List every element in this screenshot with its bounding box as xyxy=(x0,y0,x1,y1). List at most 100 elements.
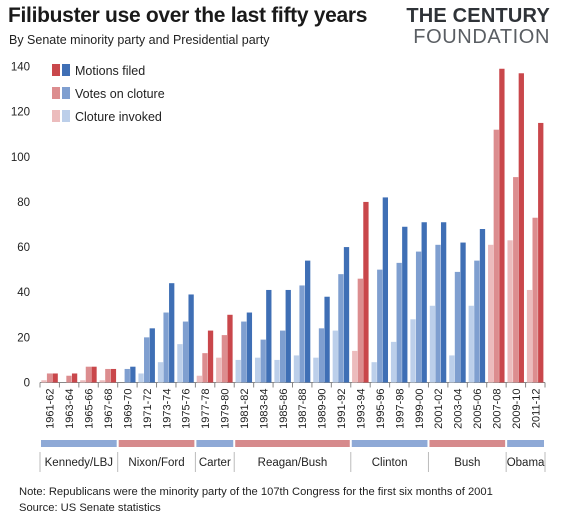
x-tick-label: 1991-92 xyxy=(336,389,348,429)
president-band xyxy=(118,440,195,447)
x-tick-label: 1995-96 xyxy=(375,389,387,429)
x-tick-label: 1983-84 xyxy=(258,389,270,429)
president-band xyxy=(351,440,428,447)
president-band xyxy=(429,440,506,447)
bar-cloture-invoked xyxy=(177,344,183,383)
president-band xyxy=(41,440,117,447)
legend-swatch-democrat xyxy=(62,87,70,99)
bar-votes-on-cloture xyxy=(144,337,150,383)
bar-cloture-invoked xyxy=(468,305,474,383)
bar-motions-filed xyxy=(440,222,447,383)
president-band xyxy=(235,440,350,447)
x-tick-label: 2003-04 xyxy=(453,389,465,429)
bar-cloture-invoked xyxy=(138,373,144,383)
president-label: Kennedy/LBJ xyxy=(45,457,113,469)
x-tick-label: 1997-98 xyxy=(394,389,406,429)
bar-votes-on-cloture xyxy=(105,368,111,383)
legend-swatch-republican xyxy=(52,110,60,122)
bar-cloture-invoked xyxy=(80,380,86,383)
legend-label: Cloture invoked xyxy=(75,110,162,124)
bar-motions-filed xyxy=(130,366,136,383)
bar-votes-on-cloture xyxy=(318,328,325,383)
bar-votes-on-cloture xyxy=(454,271,461,383)
x-tick-label: 1981-82 xyxy=(239,389,251,429)
legend-label: Votes on cloture xyxy=(75,87,165,101)
chart-title: Filibuster use over the last fifty years xyxy=(8,4,368,27)
bar-votes-on-cloture xyxy=(415,251,422,383)
bar-votes-on-cloture xyxy=(124,368,130,383)
chart-subtitle: By Senate minority party and Presidentia… xyxy=(9,33,270,47)
x-tick-label: 1971-72 xyxy=(142,389,154,429)
president-band xyxy=(507,440,544,447)
bar-votes-on-cloture xyxy=(299,285,305,383)
president-label: Carter xyxy=(199,457,231,469)
bar-motions-filed xyxy=(402,226,408,383)
bar-motions-filed xyxy=(460,242,466,383)
bar-motions-filed xyxy=(538,122,544,383)
bar-motions-filed xyxy=(188,294,194,383)
bar-votes-on-cloture xyxy=(513,177,519,383)
bar-motions-filed xyxy=(169,283,175,383)
bar-votes-on-cloture xyxy=(182,321,189,383)
y-tick-label: 40 xyxy=(17,287,30,299)
bar-motions-filed xyxy=(518,73,524,383)
x-tick-label: 1999-00 xyxy=(414,389,426,429)
bar-votes-on-cloture xyxy=(396,262,402,383)
legend-swatch-republican xyxy=(52,64,60,76)
y-tick-label: 120 xyxy=(11,107,30,119)
bar-cloture-invoked xyxy=(313,357,319,383)
bar-motions-filed xyxy=(246,312,253,383)
legend-swatch-republican xyxy=(52,87,60,99)
bar-motions-filed xyxy=(305,260,311,383)
bar-cloture-invoked xyxy=(371,362,377,383)
bar-motions-filed xyxy=(382,197,389,383)
president-band xyxy=(196,440,234,447)
y-tick-label: 0 xyxy=(24,378,30,390)
logo-line-1: THE CENTURY xyxy=(406,5,550,27)
filibuster-bar-chart: 0 20 40 60 80 100 120 140 1961-62 1963-64 1965-66 1… xyxy=(11,62,546,472)
y-tick-label: 100 xyxy=(11,152,30,164)
bar-motions-filed xyxy=(421,222,427,383)
x-tick-label: 1961-62 xyxy=(45,389,57,429)
bar-motions-filed xyxy=(285,289,291,383)
x-tick-label: 1967-68 xyxy=(103,389,115,429)
bar-cloture-invoked xyxy=(488,244,494,383)
x-tick-label: 1965-66 xyxy=(84,389,96,429)
x-tick-label: 1993-94 xyxy=(355,389,367,429)
bar-cloture-invoked xyxy=(293,355,300,383)
bar-votes-on-cloture xyxy=(260,339,266,383)
bar-votes-on-cloture xyxy=(357,278,363,383)
bar-motions-filed xyxy=(227,314,233,383)
president-label: Reagan/Bush xyxy=(258,457,328,469)
chart-note: Note: Republicans were the minority part… xyxy=(19,486,493,498)
y-tick-label: 60 xyxy=(17,242,30,254)
bar-cloture-invoked xyxy=(526,289,533,383)
bar-cloture-invoked xyxy=(254,357,261,383)
bar-cloture-invoked xyxy=(235,359,241,383)
bar-votes-on-cloture xyxy=(241,321,247,383)
x-tick-label: 2009-10 xyxy=(511,389,523,429)
x-tick-label: 1969-70 xyxy=(122,389,134,429)
bar-cloture-invoked xyxy=(332,330,338,383)
bar-votes-on-cloture xyxy=(202,353,208,383)
bar-cloture-invoked xyxy=(274,359,280,383)
president-label: Nixon/Ford xyxy=(128,457,184,469)
bar-cloture-invoked xyxy=(390,341,397,383)
legend-label: Motions filed xyxy=(75,64,145,78)
x-tick-label: 1987-88 xyxy=(297,389,309,429)
bar-votes-on-cloture xyxy=(279,330,286,383)
bar-motions-filed xyxy=(110,368,117,383)
x-tick-label: 1973-74 xyxy=(161,389,173,429)
century-foundation-logo: THE CENTURY FOUNDATION xyxy=(406,6,550,47)
bar-votes-on-cloture xyxy=(532,217,538,383)
bar-motions-filed xyxy=(499,68,505,383)
y-tick-label: 80 xyxy=(17,197,30,209)
bar-cloture-invoked xyxy=(216,357,222,383)
bar-cloture-invoked xyxy=(352,350,358,383)
bar-motions-filed xyxy=(207,330,214,383)
president-label: Obama xyxy=(507,457,545,469)
president-label: Bush xyxy=(454,457,480,469)
bar-cloture-invoked xyxy=(507,240,513,383)
bar-votes-on-cloture xyxy=(85,366,92,383)
bar-votes-on-cloture xyxy=(46,373,53,383)
